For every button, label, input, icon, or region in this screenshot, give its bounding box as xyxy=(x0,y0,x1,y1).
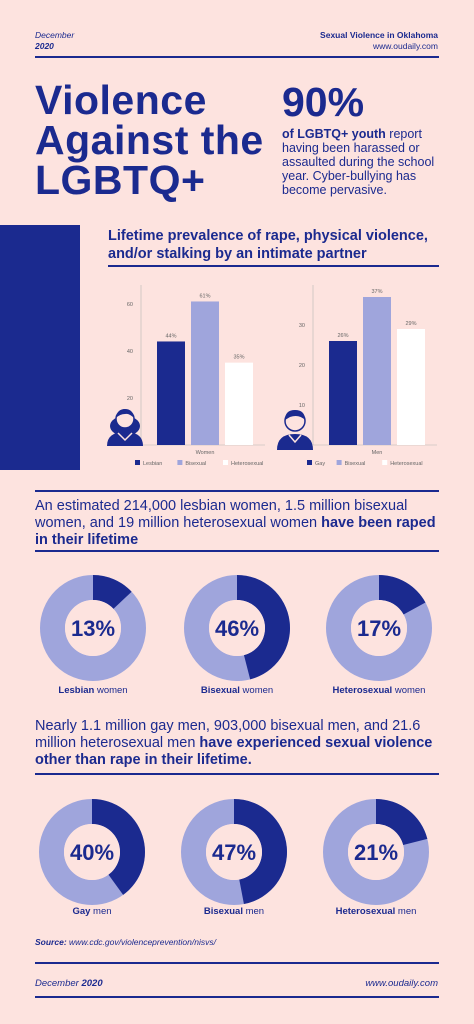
header-year: 2020 xyxy=(35,41,54,51)
header-month: December xyxy=(35,30,75,40)
donut-label-bisexual-women: Bisexual women xyxy=(200,685,274,696)
y-tick-label: 20 xyxy=(127,396,133,402)
section-divider xyxy=(108,265,439,267)
donut-chart: 46% xyxy=(184,575,290,681)
men-paragraph-plain: Nearly 1.1 million gay men, 903,000 bise… xyxy=(35,718,421,751)
footer-site[interactable]: www.oudaily.com xyxy=(365,978,438,989)
source-note: Source: www.cdc.gov/violenceprevention/n… xyxy=(35,937,216,947)
divider-2 xyxy=(35,550,439,552)
section-title: Lifetime prevalence of rape, physical vi… xyxy=(108,228,428,262)
legend-swatch xyxy=(223,460,228,465)
header-site[interactable]: www.oudaily.com xyxy=(372,41,438,51)
source-link[interactable]: www.cdc.gov/violenceprevention/nisvs/ xyxy=(66,937,216,947)
women-paragraph-bold: have been raped in their lifetime xyxy=(35,515,436,548)
bar-value-label: 29% xyxy=(405,321,416,327)
page-title: Violence Against the LGBTQ+ xyxy=(35,77,264,203)
stat-number: 90% xyxy=(282,79,365,125)
bar-value-label: 61% xyxy=(199,293,210,299)
donut-hole xyxy=(64,824,120,880)
bar-value-label: 44% xyxy=(165,333,176,339)
women-bar-chart: 20 40 60 44% 61% 35% Women Lesbian Bisexual Heter… xyxy=(105,280,265,467)
y-tick-label: 10 xyxy=(299,403,305,409)
bar-value-label: 37% xyxy=(371,289,382,295)
donut-chart: 17% xyxy=(326,575,432,681)
y-tick-label: 40 xyxy=(127,349,133,355)
donut-hole xyxy=(351,600,407,656)
stat-bold: of LGBTQ+ youth xyxy=(282,127,386,141)
donut-label-heterosexual-men: Heterosexual men xyxy=(335,906,417,917)
donut-label-lesbian: Lesbian women xyxy=(58,685,128,696)
header-series: Sexual Violence in Oklahoma xyxy=(320,30,438,40)
header-date: December 2020 xyxy=(35,30,74,52)
bar-heterosexual xyxy=(397,329,425,445)
men-paragraph-bold: have experienced sexual violence other t… xyxy=(35,735,433,768)
stat-rest: report having been harassed or assaulted… xyxy=(282,127,435,197)
y-tick-label: 30 xyxy=(299,323,305,329)
donut-value-label: 13% xyxy=(71,616,115,641)
man-avatar-icon xyxy=(277,410,313,450)
legend-label: Bisexual xyxy=(185,461,206,467)
footer-date: December 2020 xyxy=(35,978,103,989)
legend-swatch xyxy=(382,460,388,465)
legend-label: Gay xyxy=(315,461,325,467)
bar-gay xyxy=(329,341,357,445)
x-axis-label: Women xyxy=(196,450,215,456)
donut-segment xyxy=(376,799,428,846)
donut-hole xyxy=(348,824,404,880)
donut-segment xyxy=(234,799,288,905)
x-axis-label: Men xyxy=(372,450,383,456)
donut-chart: 13% xyxy=(40,575,146,681)
donut-segment xyxy=(237,575,290,680)
men-donut-charts: 40% 47% 21% xyxy=(39,799,429,905)
legend-swatch xyxy=(336,460,342,465)
header-divider xyxy=(35,56,439,58)
legend-swatch xyxy=(135,460,140,465)
men-paragraph: Nearly 1.1 million gay men, 903,000 bise… xyxy=(35,718,445,769)
donut-chart: 21% xyxy=(323,799,429,905)
donut-chart: 40% xyxy=(39,799,145,905)
divider-3 xyxy=(35,773,439,775)
legend-label: Bisexual xyxy=(345,461,366,467)
legend-label: Heterosexual xyxy=(231,461,263,467)
donut-label-gay: Gay men xyxy=(72,906,112,917)
donut-label-heterosexual-women: Heterosexual women xyxy=(332,685,426,696)
bar-bisexual xyxy=(191,301,219,445)
legend-swatch xyxy=(307,460,312,465)
donut-value-label: 40% xyxy=(70,840,114,865)
header-info: Sexual Violence in Oklahoma www.oudaily.… xyxy=(320,30,438,52)
women-paragraph: An estimated 214,000 lesbian women, 1.5 … xyxy=(35,498,445,549)
bar-value-label: 26% xyxy=(337,333,348,339)
y-tick-label: 60 xyxy=(127,302,133,308)
donut-hole xyxy=(206,824,262,880)
women-donut-charts: 13% 46% 17% xyxy=(40,575,432,681)
woman-avatar-icon xyxy=(107,409,143,446)
donut-chart: 47% xyxy=(181,799,288,905)
legend-swatch xyxy=(177,460,183,465)
donut-segment xyxy=(92,799,145,895)
divider-1 xyxy=(35,490,439,492)
legend-label: Lesbian xyxy=(143,461,162,467)
donut-value-label: 46% xyxy=(215,616,259,641)
bar-heterosexual xyxy=(225,362,253,445)
donut-value-label: 21% xyxy=(354,840,398,865)
footer-divider-bottom xyxy=(35,996,439,998)
donut-segment xyxy=(379,575,426,615)
bar-charts: 20 40 60 44% 61% 35% Women Lesbian Bisexual Heter… xyxy=(105,280,437,467)
bar-bisexual xyxy=(363,297,391,445)
donut-value-label: 47% xyxy=(212,840,256,865)
donut-hole xyxy=(65,600,121,656)
bar-lesbian xyxy=(157,341,185,445)
donut-label-bisexual-men: Bisexual men xyxy=(203,906,265,917)
side-accent-block xyxy=(0,225,80,470)
donut-hole xyxy=(209,600,265,656)
donut-segment xyxy=(93,575,132,609)
legend-label: Heterosexual xyxy=(390,461,422,467)
stat-text: of LGBTQ+ youth report having been haras… xyxy=(282,127,442,197)
women-paragraph-plain: An estimated 214,000 lesbian women, 1.5 … xyxy=(35,498,408,531)
donut-value-label: 17% xyxy=(357,616,401,641)
y-tick-label: 20 xyxy=(299,363,305,369)
bar-value-label: 35% xyxy=(233,355,244,361)
footer-divider-top xyxy=(35,962,439,964)
